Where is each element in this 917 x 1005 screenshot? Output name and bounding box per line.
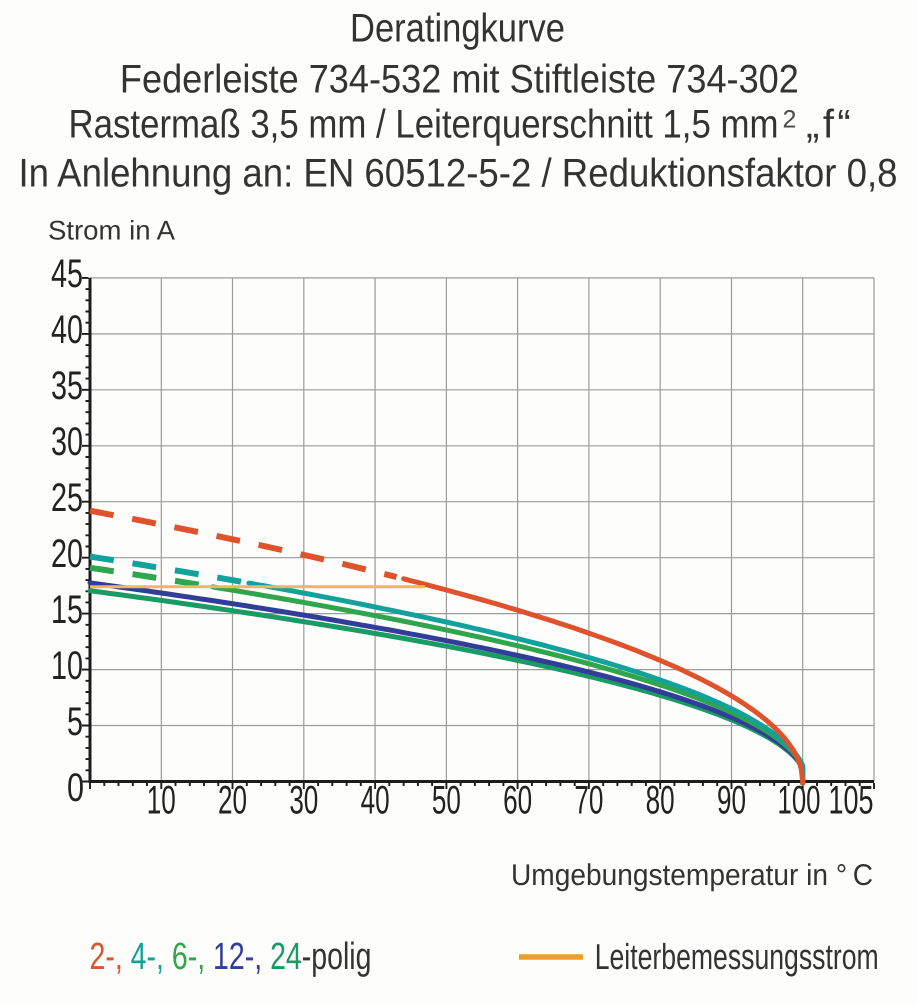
svg-text:30: 30	[289, 779, 318, 823]
svg-text:Deratingkurve: Deratingkurve	[350, 7, 565, 51]
svg-text:35: 35	[51, 364, 83, 408]
svg-text:60: 60	[503, 779, 532, 823]
svg-text:Rastermaß 3,5 mm / Leiterquers: Rastermaß 3,5 mm / Leiterquerschnitt 1,5…	[69, 103, 779, 147]
svg-text:90: 90	[717, 779, 746, 823]
svg-text:10: 10	[147, 779, 176, 823]
svg-text:In Anlehnung an: EN 60512-5-2: In Anlehnung an: EN 60512-5-2 / Reduktio…	[19, 152, 898, 196]
svg-text:2: 2	[783, 106, 797, 134]
svg-text:45: 45	[51, 252, 83, 296]
svg-text:40: 40	[361, 779, 390, 823]
svg-text:5: 5	[67, 700, 83, 744]
svg-text:Umgebungstemperatur in ° C: Umgebungstemperatur in ° C	[511, 859, 873, 892]
svg-text:2-, 4-, 6-, 12-, 24-polig: 2-, 4-, 6-, 12-, 24-polig	[90, 936, 372, 978]
svg-text:100: 100	[778, 779, 821, 823]
svg-text:15: 15	[51, 588, 83, 632]
svg-text:20: 20	[218, 779, 247, 823]
svg-text:40: 40	[51, 308, 83, 352]
svg-text:Leiterbemessungsstrom: Leiterbemessungsstrom	[595, 936, 879, 977]
svg-text:„f“: „f“	[806, 103, 854, 147]
svg-text:80: 80	[646, 779, 675, 823]
svg-text:20: 20	[51, 532, 83, 576]
svg-text:Federleiste 734-532 mit Stiftl: Federleiste 734-532 mit Stiftleiste 734-…	[120, 58, 799, 102]
svg-text:105: 105	[829, 779, 874, 823]
svg-text:10: 10	[51, 644, 83, 688]
svg-text:70: 70	[574, 779, 603, 823]
svg-text:50: 50	[432, 779, 461, 823]
svg-text:Strom in A: Strom in A	[48, 216, 175, 246]
svg-text:0: 0	[67, 766, 84, 810]
svg-text:25: 25	[51, 476, 83, 520]
svg-text:30: 30	[51, 420, 83, 464]
